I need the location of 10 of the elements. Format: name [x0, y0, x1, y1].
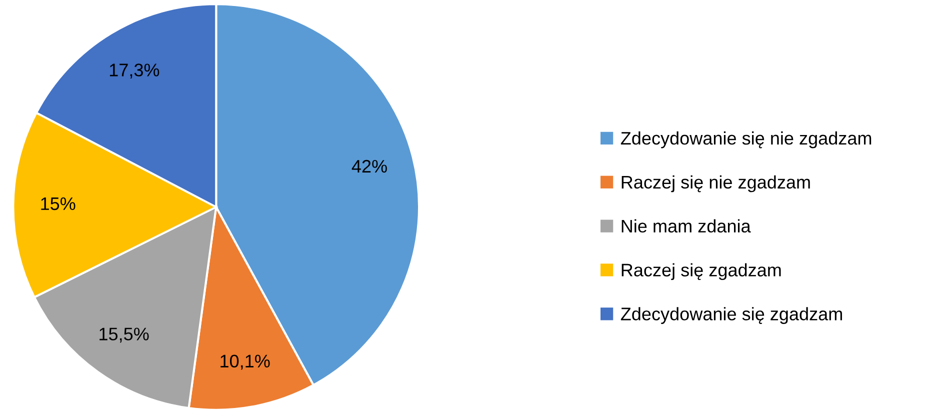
legend-label: Nie mam zdania [622, 219, 751, 233]
data-label: 10,1% [220, 354, 270, 370]
legend-label: Raczej się zgadzam [622, 263, 781, 280]
data-label: 17,3% [110, 64, 160, 79]
legend-label: Raczej się nie zgadzam [622, 175, 810, 192]
legend-label: Zdecydowanie się zgadzam [620, 307, 842, 324]
data-label: 15% [41, 197, 76, 210]
data-label: 42% [352, 160, 387, 173]
legend-label: Zdecydowanie się nie zgadzam [620, 131, 872, 148]
data-label: 15,5% [100, 328, 149, 343]
